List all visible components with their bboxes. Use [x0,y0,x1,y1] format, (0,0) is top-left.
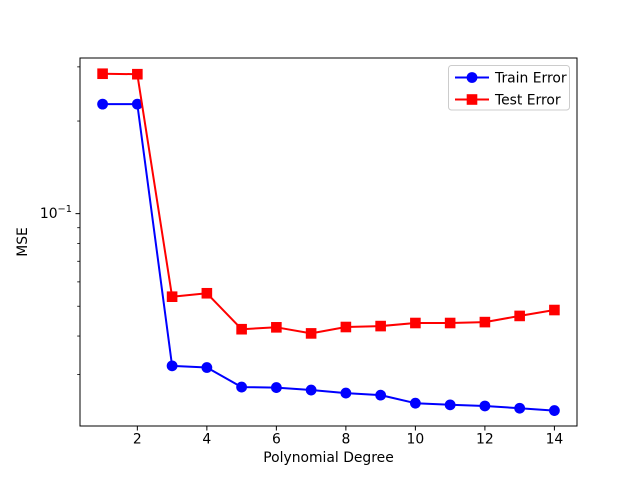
test-error-marker [236,323,247,335]
train-error-marker [549,405,560,416]
plot-border [79,57,578,427]
test-error-marker [514,310,525,322]
test-error-marker [410,317,421,329]
train-error-marker [236,381,248,393]
train-error-marker [131,98,143,110]
test-error-marker [271,322,282,333]
train-error-marker [479,400,491,412]
train-error-marker [444,399,456,411]
test-error-marker [444,317,456,329]
train-error-marker [305,384,317,396]
y-tick-label: 10−1 [40,204,72,222]
test-error-marker [340,321,352,333]
x-tick-label: 10 [407,432,425,448]
test-error-marker [305,328,317,339]
train-error-marker [270,382,282,393]
x-axis-title: Polynomial Degree [263,450,394,466]
test-error-marker [201,287,213,299]
legend-test-error-label: Test Error [494,92,561,108]
legend-test-error-marker [466,94,478,105]
legend: Train Error Test Error [448,65,570,111]
test-error-line [101,72,556,335]
x-axis: 2 4 6 8 10 12 14 [133,426,563,448]
train-error-marker [375,389,387,401]
legend-train-error-marker [466,72,478,83]
test-error-marker [549,304,560,316]
train-error-marker [97,98,108,110]
test-error-marker [479,316,491,328]
x-tick-label: 14 [546,432,564,448]
x-tick-label: 8 [341,432,350,448]
test-error-marker [375,320,386,332]
test-error-marker [166,291,178,302]
x-tick-label: 2 [133,432,142,448]
train-error-line [101,103,556,412]
x-tick-label: 12 [476,432,494,448]
legend-train-error-label: Train Error [494,70,567,86]
x-tick-label: 4 [202,432,211,448]
train-error-marker [514,402,526,414]
test-error-marker [132,68,143,80]
y-axis: 10−1 [40,66,80,375]
train-error-marker [201,362,213,373]
train-error-marker [409,397,421,409]
y-axis-title: MSE [15,227,31,257]
test-error-series [97,68,560,339]
x-tick-label: 6 [272,432,281,448]
train-error-marker [340,387,352,399]
test-error-marker [97,68,108,80]
train-error-series [97,98,560,416]
train-error-marker [166,360,178,372]
